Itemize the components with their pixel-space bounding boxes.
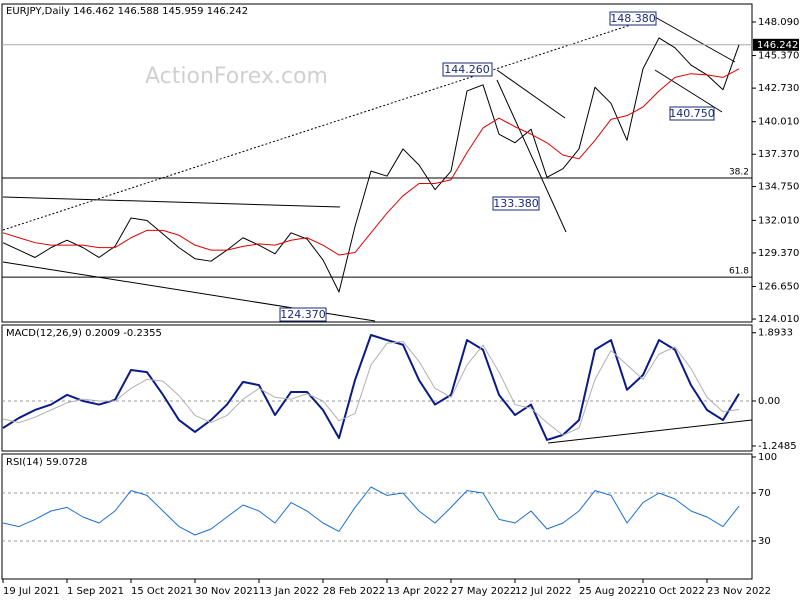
- trendline: [2, 196, 341, 208]
- x-tick-label: 13 Apr 2022: [387, 586, 449, 597]
- series-line: [2, 68, 740, 256]
- trendline: [547, 419, 753, 444]
- x-tick-label: 10 Oct 2022: [643, 586, 705, 597]
- x-tick-label: 28 Feb 2022: [323, 586, 385, 597]
- annotation: 144.260: [444, 63, 490, 76]
- annotation-box: [442, 62, 493, 77]
- macd-pane: [1, 324, 753, 452]
- series-line: [2, 486, 740, 536]
- x-tick-label: 30 Nov 2021: [195, 586, 259, 597]
- annotation: 148.380: [610, 12, 656, 25]
- fib-label: 38.2: [729, 168, 749, 178]
- x-tick-label: 15 Oct 2021: [131, 586, 193, 597]
- annotation-box: [609, 11, 657, 26]
- trendline: [654, 16, 736, 63]
- x-tick-label: 1 Sep 2021: [67, 586, 124, 597]
- y-tick-label: 129.370: [758, 248, 799, 259]
- y-tick-label: 100: [758, 452, 777, 463]
- last-price-label: 146.242: [757, 40, 798, 51]
- annotation: 124.370: [280, 308, 326, 321]
- annotation: 140.750: [669, 107, 715, 120]
- y-tick-label: 148.090: [758, 17, 799, 28]
- y-tick-label: 30: [758, 536, 771, 547]
- x-tick-label: 23 Nov 2022: [707, 586, 771, 597]
- annotation: 133.380: [493, 197, 539, 210]
- trendline: [496, 69, 566, 119]
- y-tick-label: -1.2485: [758, 441, 797, 452]
- x-tick-label: 19 Jul 2021: [3, 586, 60, 597]
- x-tick-label: 27 May 2022: [451, 586, 516, 597]
- y-tick-label: 140.010: [758, 117, 799, 128]
- watermark: ActionForex.com: [145, 64, 328, 89]
- y-tick-label: 1.8933: [758, 328, 793, 339]
- y-tick-label: 70: [758, 488, 771, 499]
- y-tick-label: 145.370: [758, 51, 799, 62]
- trendline: [654, 69, 723, 113]
- series-line: [2, 341, 740, 436]
- fib-label: 61.8: [729, 267, 749, 277]
- rsi-title: RSI(14) 59.0728: [6, 457, 87, 468]
- series-line: [2, 37, 740, 293]
- price-pane: [1, 3, 753, 323]
- x-tick-label: 25 Aug 2022: [579, 586, 643, 597]
- annotation-box: [492, 196, 540, 211]
- annotation-box: [669, 106, 715, 121]
- y-tick-label: 142.730: [758, 83, 799, 94]
- y-tick-label: 137.370: [758, 149, 799, 160]
- rsi-pane: [1, 453, 753, 580]
- annotations: 148.380 144.260 140.750 133.380 124.370: [279, 11, 715, 322]
- y-tick-label: 134.750: [758, 182, 799, 193]
- series-line: [2, 334, 740, 441]
- last-price-box: [753, 38, 799, 51]
- trendline: [496, 79, 567, 233]
- x-tick-label: 12 Jul 2022: [515, 586, 572, 597]
- x-tick-label: 13 Jan 2022: [259, 586, 319, 597]
- annotation-box: [279, 307, 327, 322]
- y-tick-label: 124.010: [758, 314, 799, 325]
- price-title: EURJPY,Daily 146.462 146.588 145.959 146…: [6, 6, 248, 17]
- macd-title: MACD(12,26,9) 0.2009 -0.2355: [6, 328, 162, 339]
- y-tick-label: 126.650: [758, 281, 799, 292]
- y-tick-label: 132.010: [758, 215, 799, 226]
- y-tick-label: 0.00: [758, 396, 780, 407]
